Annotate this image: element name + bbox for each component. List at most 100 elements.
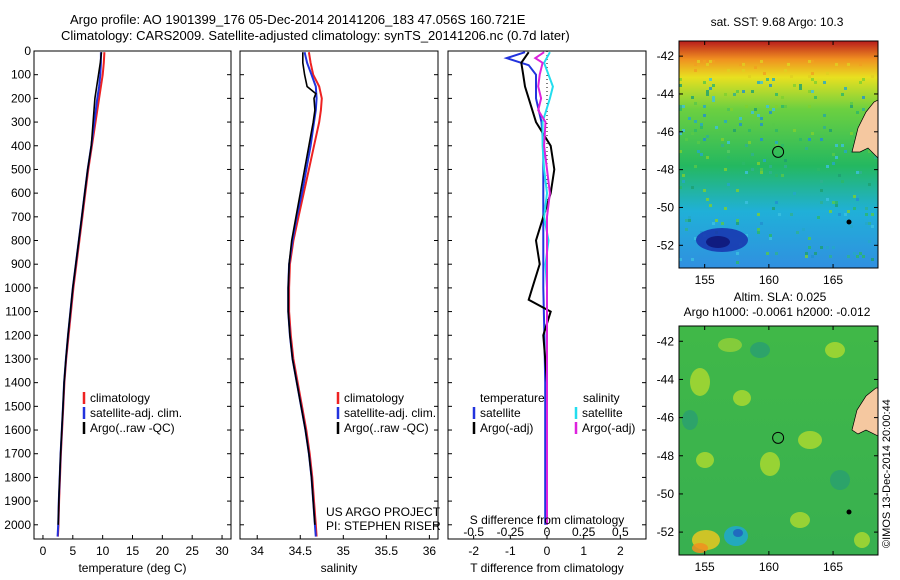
sla-float-dot [846,509,852,515]
sst-pixel [736,90,739,93]
temp-x-tick-label: 0 [40,544,47,558]
sst-pixel [829,210,832,213]
sst-pixel [694,237,697,240]
sla-y-tick-label: -44 [657,372,675,386]
sst-pixel [742,63,745,66]
sst-pixel [844,213,847,216]
sst-pixel [835,201,838,204]
diff-x-tick-label: -1 [505,544,516,558]
sst-pixel [835,144,838,147]
temp-legend-label: satellite-adj. clim. [90,406,182,420]
sst-pixel [727,150,730,153]
sst-pixel [730,108,733,111]
sla-x-tick-label: 155 [695,560,715,574]
sst-pixel [724,93,727,96]
sst-pixel [763,159,766,162]
sst-pixel [835,204,838,207]
depth-tick-label: 1900 [4,494,31,508]
sst-pixel [772,123,775,126]
sst-pixel [808,75,811,78]
depth-tick-label: 700 [11,210,31,224]
sst-pixel [859,81,862,84]
sst-field-texture [679,60,877,264]
sst-pixel [856,195,859,198]
sst-pixel [784,69,787,72]
sst-pixel [826,198,829,201]
sst-pixel [811,78,814,81]
sst-pixel [772,207,775,210]
sst-map-axes: 155 160 165 -42 -44 -46 -48 -50 -52 [657,41,878,287]
sst-pixel [712,60,715,63]
sst-pixel [865,213,868,216]
sst-pixel [742,69,745,72]
sla-y-tick-label: -48 [657,449,675,463]
sst-pixel [775,144,778,147]
sst-pixel [724,207,727,210]
sst-pixel [808,60,811,63]
sla-map-frame [678,325,879,556]
sst-pixel [757,81,760,84]
sst-pixel [808,138,811,141]
sst-pixel [685,228,688,231]
sla-anomaly-blob [696,452,714,468]
sst-x-tick-label: 165 [823,273,843,287]
temperature-profile-panel: 0100200300400500600700800900100011001200… [4,44,232,575]
sla-map-axes: 155 160 165 -42 -44 -46 -48 -50 -52 [657,326,878,574]
diff-x-tick-label: 1 [580,544,587,558]
sla-anomaly-blob [830,470,850,490]
sst-pixel [832,162,835,165]
sst-pixel [712,222,715,225]
sst-pixel [760,168,763,171]
sst-pixel [814,96,817,99]
sst-pixel [709,87,712,90]
depth-tick-label: 200 [11,91,31,105]
sla-anomaly-blob [750,342,770,358]
sal-x-tick-label: 35.5 [375,544,399,558]
sst-pixel [775,129,778,132]
sal-plot-frame [239,50,439,540]
sst-pixel [679,108,682,111]
sst-pixel [775,105,778,108]
sst-pixel [748,75,751,78]
sst-pixel [706,93,709,96]
sst-pixel [706,90,709,93]
sst-pixel [679,84,682,87]
sla-anomaly-blob [682,410,698,430]
sst-x-tick-label: 155 [695,273,715,287]
sst-pixel [724,120,727,123]
depth-tick-label: 0 [24,44,31,58]
sst-pixel [832,201,835,204]
sst-pixel [871,258,874,261]
sst-pixel [868,150,871,153]
sst-pixel [853,207,856,210]
sst-pixel [685,219,688,222]
sst-pixel [682,129,685,132]
sst-pixel [775,201,778,204]
sla-map-subtitle: Argo h1000: -0.0061 h2000: -0.012 [684,305,871,319]
sla-field [679,326,878,555]
sst-pixel [679,186,682,189]
diff-top-tick-label: 0.5 [612,525,629,539]
depth-tick-label: 1000 [4,281,31,295]
sla-field-texture [682,338,870,553]
sst-pixel [751,111,754,114]
difference-profile-panel: -2 -1 0 1 2 T difference from climatology -0.5… [447,50,647,575]
sst-pixel [853,129,856,132]
sst-pixel [688,216,691,219]
sst-pixel [715,219,718,222]
sst-pixel [736,261,739,264]
sst-argo-position-marker [772,145,785,158]
sst-pixel [700,126,703,129]
sst-pixel [709,204,712,207]
sla-anomaly-blob [733,529,743,537]
depth-tick-label: 2000 [4,518,31,532]
temp-plot-frame [33,50,232,540]
sst-pixel [829,129,832,132]
sst-pixel [805,255,808,258]
sst-pixel [706,156,709,159]
sst-pixel [739,123,742,126]
depth-tick-label: 1500 [4,399,31,413]
sst-pixel [793,129,796,132]
sst-pixel [820,180,823,183]
